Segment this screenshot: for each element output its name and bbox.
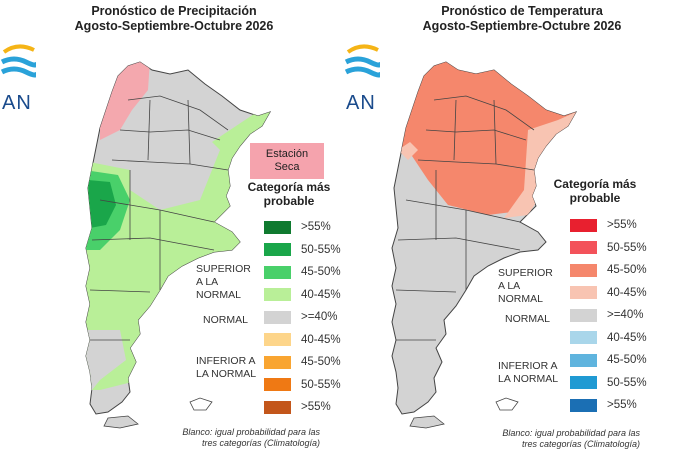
precip-legend-label: 50-55% (301, 243, 341, 256)
precip-zone-above-40-45 (86, 110, 270, 390)
temp-label-normal: NORMAL (505, 313, 550, 325)
temp-title-line2: Agosto-Septiembre-Octubre 2026 (422, 19, 622, 33)
temp-legend-label: 45-50% (607, 264, 647, 276)
temp-legend-item: 45-50% (570, 353, 647, 367)
precip-title-line1: Pronóstico de Precipitación (91, 4, 257, 18)
temp-legend-item: >=40% (570, 308, 643, 322)
temp-legend-label: 40-45% (607, 331, 647, 344)
temp-map (391, 61, 578, 429)
temp-legend-item: 50-55% (570, 241, 647, 255)
precip-zone-normal-center (130, 130, 220, 210)
temp-label-above: SUPERIOR A LA NORMAL (498, 267, 553, 305)
precip-label-above: SUPERIOR A LA NORMAL (196, 263, 251, 301)
precip-legend-label: >55% (301, 221, 331, 233)
temperature-panel: Pronóstico de Temperatura Agosto-Septiem… (344, 0, 696, 464)
temp-tierra-del-fuego (409, 415, 445, 429)
precip-legend-item: >55% (264, 400, 331, 414)
smn-logo-icon (344, 44, 380, 78)
precip-category-title: Categoría más probable (247, 180, 331, 208)
smn-logo-icon (0, 44, 36, 78)
precip-label-normal: NORMAL (203, 314, 248, 326)
precip-legend-swatch (264, 243, 291, 256)
precip-legend-swatch (264, 310, 291, 324)
temp-legend-item: >55% (570, 218, 637, 232)
temp-legend-item: >55% (570, 398, 637, 412)
temp-legend-item: 40-45% (570, 331, 647, 345)
precip-legend-item: 45-50% (264, 265, 341, 279)
precip-legend-swatch (264, 378, 291, 391)
precip-note: Blanco: igual probabilidad para las tres… (182, 427, 320, 448)
precip-legend-label: >55% (301, 401, 331, 413)
temp-title-line1: Pronóstico de Temperatura (441, 4, 603, 18)
precip-tierra-del-fuego (103, 415, 139, 429)
temp-legend-item: 40-45% (570, 286, 647, 300)
temp-legend-swatch (570, 218, 597, 232)
precip-malvinas (189, 397, 213, 411)
precip-legend-swatch (264, 220, 291, 234)
temp-legend-label: >=40% (607, 309, 644, 321)
precip-legend-swatch (264, 333, 291, 346)
precip-legend-label: 50-55% (301, 378, 341, 391)
temp-legend-swatch (570, 353, 597, 367)
precip-label-below: INFERIOR A LA NORMAL (196, 355, 257, 380)
precip-legend-item: 50-55% (264, 378, 341, 392)
precip-zone-normal-south (86, 330, 126, 400)
precip-legend-item: 45-50% (264, 355, 341, 369)
precip-title: Pronóstico de Precipitación Agosto-Septi… (0, 4, 348, 34)
temp-title: Pronóstico de Temperatura Agosto-Septiem… (348, 4, 696, 34)
precipitation-panel: Pronóstico de Precipitación Agosto-Septi… (0, 4, 348, 448)
temp-legend-label: 50-55% (607, 241, 647, 254)
precip-map (85, 61, 272, 429)
precip-legend-item: >55% (264, 220, 331, 234)
temp-legend-swatch (570, 331, 597, 344)
dry-station-box: Estación Seca (250, 143, 324, 179)
temp-legend-label: 40-45% (607, 286, 647, 299)
temp-category-title: Categoría más probable (553, 177, 637, 205)
precip-zone-above-50-55 (88, 180, 116, 228)
precip-legend-label: 45-50% (301, 356, 341, 368)
precip-legend-label: 40-45% (301, 288, 341, 301)
temp-legend-swatch (570, 376, 597, 389)
temp-legend-swatch (570, 308, 597, 322)
precip-legend-swatch (264, 265, 291, 279)
temp-logo-text: AN (346, 92, 376, 114)
precip-legend-item: 50-55% (264, 243, 341, 257)
temp-legend-item: 50-55% (570, 376, 647, 390)
precip-legend-swatch (264, 355, 291, 369)
precip-legend-item: 40-45% (264, 333, 341, 347)
temp-legend-swatch (570, 263, 597, 277)
precip-logo-text: AN (2, 92, 32, 114)
temp-malvinas (495, 397, 519, 411)
temp-legend-label: 50-55% (607, 376, 647, 389)
precip-legend-label: >=40% (301, 311, 338, 323)
precip-title-line2: Agosto-Septiembre-Octubre 2026 (74, 19, 274, 33)
precip-legend-label: 40-45% (301, 333, 341, 346)
temp-legend-swatch (570, 286, 597, 299)
temp-note: Blanco: igual probabilidad para las tres… (502, 428, 640, 449)
temp-legend-item: 45-50% (570, 263, 647, 277)
temp-legend-swatch (570, 398, 597, 412)
temp-zone-above-40-45-west (398, 142, 418, 160)
precip-legend-label: 45-50% (301, 266, 341, 278)
precip-legend-swatch (264, 400, 291, 414)
precip-legend-swatch (264, 288, 291, 301)
temp-label-below: INFERIOR A LA NORMAL (498, 360, 559, 385)
temp-legend-label: >55% (607, 399, 637, 411)
temp-legend-label: >55% (607, 219, 637, 231)
precip-legend-item: >=40% (264, 310, 337, 324)
temp-legend-swatch (570, 241, 597, 254)
temp-legend-label: 45-50% (607, 354, 647, 366)
precip-legend-item: 40-45% (264, 288, 341, 302)
